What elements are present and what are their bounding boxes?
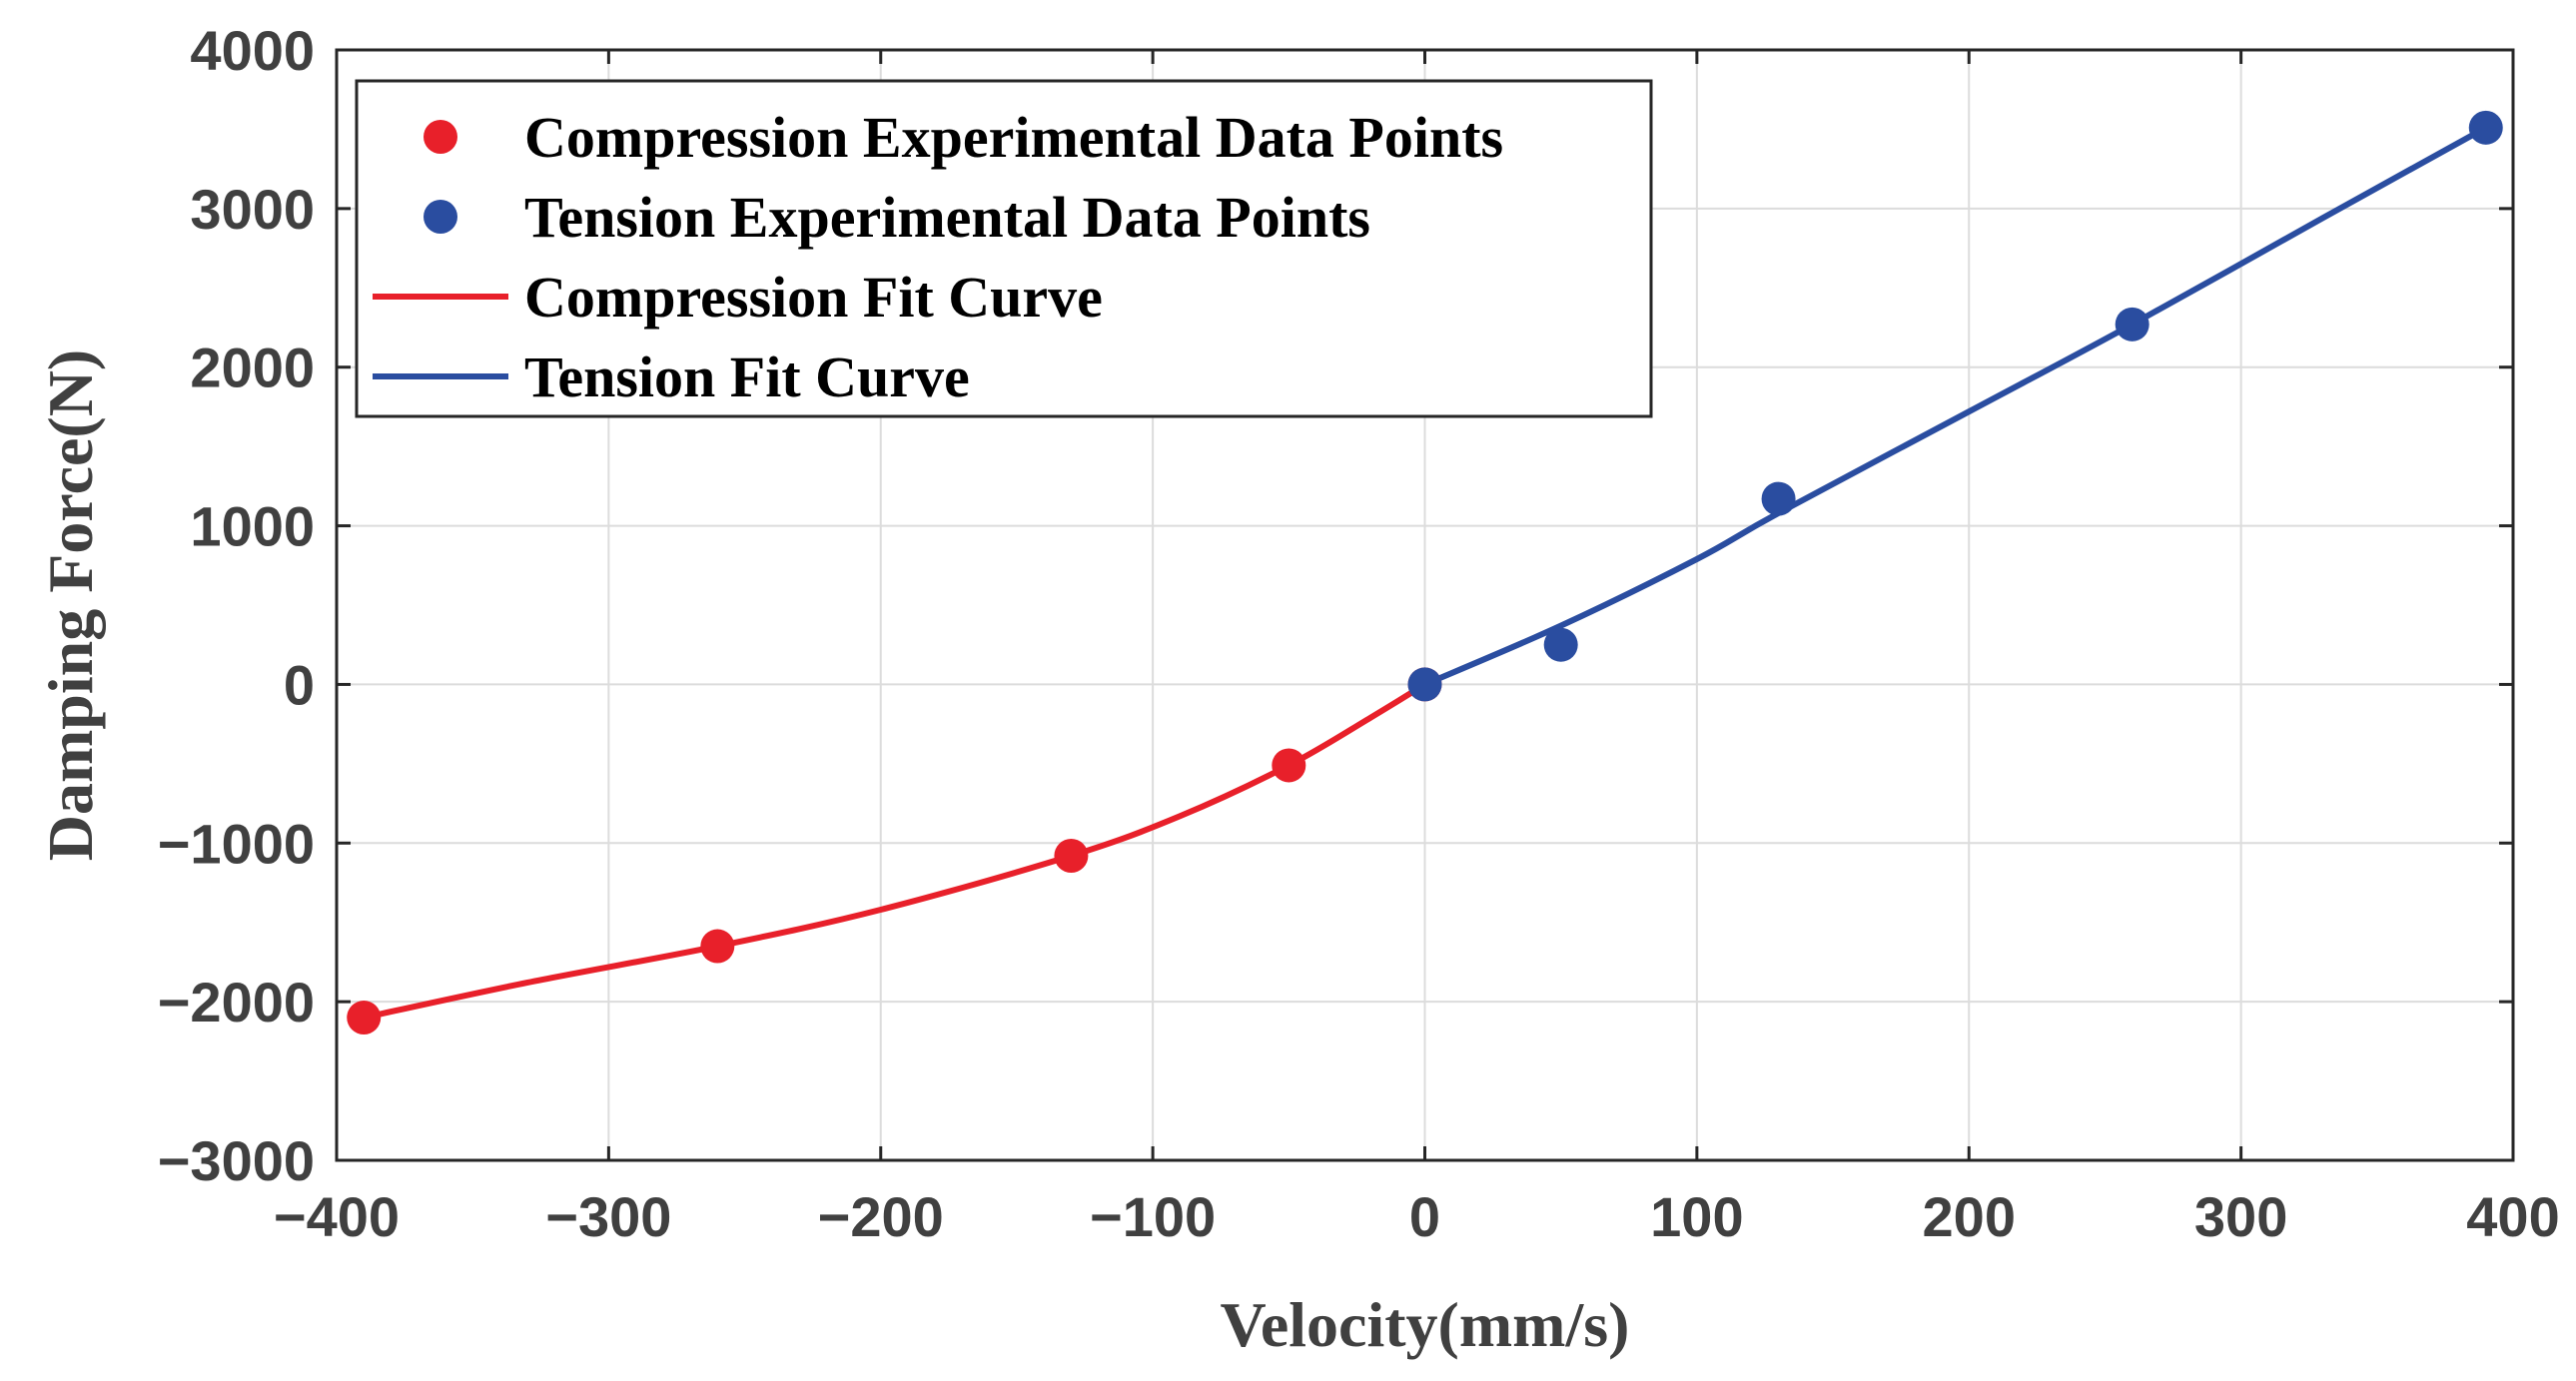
y-tick-label: 1000 <box>190 495 315 558</box>
x-tick-label: −400 <box>274 1185 400 1248</box>
x-tick-label: 400 <box>2466 1185 2559 1248</box>
data-point <box>2115 307 2149 342</box>
data-point <box>1761 481 1796 516</box>
legend-marker <box>424 200 457 234</box>
data-point <box>1054 838 1089 873</box>
legend-label: Tension Fit Curve <box>524 345 970 409</box>
data-point <box>1407 667 1442 702</box>
x-tick-label: 200 <box>1923 1185 2016 1248</box>
y-tick-label: 3000 <box>190 178 315 241</box>
data-point <box>347 1001 382 1036</box>
x-tick-label: 300 <box>2194 1185 2287 1248</box>
legend-items: Compression Experimental Data Points Tens… <box>373 105 1503 409</box>
y-tick-label: −1000 <box>158 812 315 875</box>
legend-box <box>355 79 1653 418</box>
legend-label: Compression Fit Curve <box>524 265 1103 330</box>
x-tick-label: −300 <box>545 1185 671 1248</box>
legend-marker <box>424 120 457 154</box>
y-tick-label: 0 <box>284 653 315 716</box>
x-tick-label: 0 <box>1409 1185 1440 1248</box>
tick-labels: −400 −300 −200 −100 0 100 200 300 400−3000−2000−… <box>158 19 2560 1248</box>
data-point <box>700 929 735 964</box>
data-point <box>2468 110 2503 145</box>
data-series <box>347 110 2503 1036</box>
y-tick-label: 2000 <box>190 337 315 399</box>
y-axis-title: Damping Force(N) <box>35 349 106 862</box>
data-point <box>1272 748 1306 783</box>
y-tick-label: −2000 <box>158 971 315 1034</box>
series-line-3 <box>1421 124 2489 688</box>
y-tick-label: 4000 <box>190 19 315 82</box>
legend: Compression Experimental Data Points Tens… <box>355 79 1653 418</box>
y-tick-label: −3000 <box>158 1129 315 1192</box>
legend-label: Tension Experimental Data Points <box>524 185 1370 250</box>
data-point <box>1543 627 1578 662</box>
axes <box>335 48 2515 1162</box>
x-tick-label: −200 <box>818 1185 944 1248</box>
legend-label: Compression Experimental Data Points <box>524 105 1503 170</box>
x-axis-title: Velocity(mm/s) <box>1221 1289 1630 1360</box>
x-tick-label: −100 <box>1090 1185 1216 1248</box>
x-tick-label: 100 <box>1650 1185 1743 1248</box>
series-line-2 <box>361 681 1428 1022</box>
